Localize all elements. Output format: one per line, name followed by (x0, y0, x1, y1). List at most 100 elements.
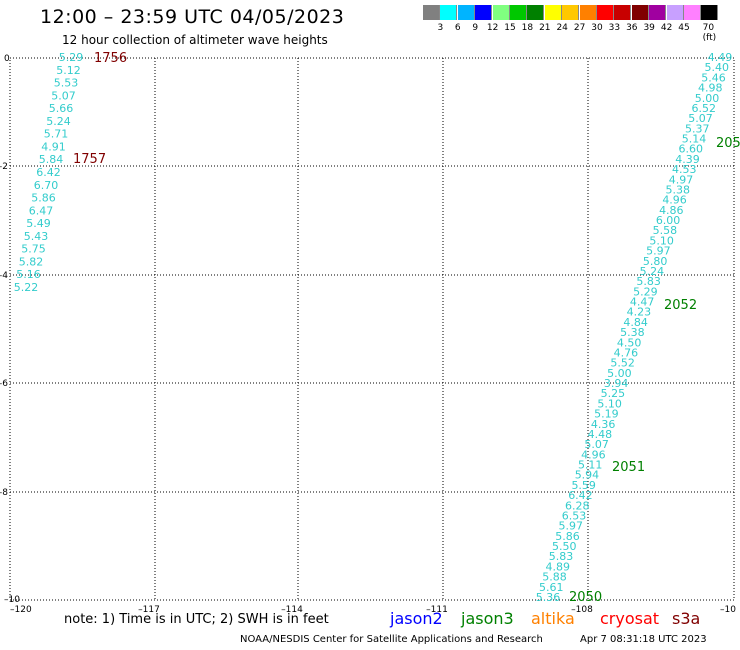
satellite-name: altika (531, 609, 575, 628)
wave-height-value: 5.50 (552, 540, 577, 553)
longitude-tick: –114 (281, 605, 303, 615)
wave-height-value: 4.49 (708, 51, 733, 64)
wave-height-value: 5.29 (633, 285, 658, 298)
footer-note: note: 1) Time is in UTC; 2) SWH is in fe… (64, 612, 329, 627)
pass-time-label: 2050 (569, 590, 602, 605)
legend-swatch (614, 5, 632, 20)
wave-height-value: 5.29 (59, 51, 84, 64)
legend-label: 6 (454, 23, 461, 33)
wave-height-value: 4.47 (630, 296, 655, 309)
wave-height-value: 5.24 (46, 115, 71, 128)
wave-height-value: 5.84 (39, 153, 64, 166)
wave-height-value: 4.48 (588, 428, 613, 441)
wave-height-value: 6.00 (656, 214, 681, 227)
wave-height-value: 4.96 (662, 194, 687, 207)
legend-label: 42 (660, 23, 673, 33)
wave-height-value: 5.53 (54, 77, 79, 90)
wave-height-value: 5.88 (542, 571, 567, 584)
wave-height-value: 5.19 (594, 408, 619, 421)
wave-height-value: 4.50 (617, 336, 642, 349)
wave-height-value: 5.14 (682, 133, 707, 146)
pass-time-label: 1756 (94, 51, 127, 66)
wave-height-value: 5.22 (14, 281, 39, 294)
legend-label: 9 (472, 23, 479, 33)
wave-height-value: 4.86 (659, 204, 684, 217)
legend-label: 45 (678, 23, 690, 33)
legend-swatch (701, 5, 719, 20)
wave-height-value: 5.86 (555, 530, 580, 543)
legend-label: 27 (573, 23, 586, 33)
wave-height-value: 4.97 (669, 173, 694, 186)
wave-height-value: 4.76 (614, 346, 639, 359)
satellite-name: jason3 (461, 609, 514, 628)
wave-height-value: 5.71 (44, 128, 69, 141)
wave-height-value: 4.39 (675, 153, 700, 166)
grid-lines (10, 58, 734, 600)
wave-height-value: 5.97 (646, 245, 671, 258)
pass-time-label: 205 (716, 136, 740, 151)
legend-swatch (666, 5, 684, 20)
longitude-tick: –117 (138, 605, 160, 615)
legend-label: 70 (ft) (702, 23, 717, 43)
legend-swatch (475, 5, 493, 20)
longitude-tick: –108 (571, 605, 593, 615)
right-satellite-track: 4.495.405.464.985.006.525.075.375.146.60… (536, 51, 733, 604)
wave-height-value: 4.96 (581, 448, 606, 461)
wave-height-value: 5.83 (636, 275, 661, 288)
legend-swatch (649, 5, 667, 20)
wave-height-value: 4.53 (672, 163, 697, 176)
wave-height-value: 5.25 (601, 387, 626, 400)
wave-height-value: 5.80 (643, 255, 668, 268)
wave-height-value: 5.66 (49, 102, 74, 115)
satellite-name: s3a (672, 609, 701, 628)
wave-height-value: 5.58 (653, 224, 678, 237)
wave-height-value: 5.10 (649, 234, 674, 247)
wave-height-value: 5.38 (666, 183, 691, 196)
legend-swatch (492, 5, 510, 20)
longitude-tick-labels: –120 –117 –114 –111 –108 –10 (10, 605, 736, 615)
latitude-tick: 0 (4, 54, 10, 64)
wave-height-value: 4.36 (591, 418, 616, 431)
legend-label: 33 (608, 23, 621, 33)
wave-height-value: 6.52 (692, 102, 717, 115)
legend-swatch (597, 5, 614, 20)
legend-label: 21 (539, 23, 551, 33)
wave-height-value: 5.24 (640, 265, 665, 278)
wave-height-value: 5.86 (31, 192, 56, 205)
legend-swatch (440, 5, 458, 20)
wave-height-value: 5.52 (610, 357, 635, 370)
wave-height-value: 5.83 (549, 550, 574, 563)
legend-label: 30 (591, 23, 603, 33)
wave-height-value: 6.42 (36, 166, 61, 179)
legend-label: 12 (486, 23, 499, 33)
wave-height-value: 6.47 (29, 204, 54, 217)
wave-height-value: 5.37 (685, 122, 710, 135)
wave-height-value: 5.38 (620, 326, 645, 339)
latitude-tick: –4 (0, 271, 8, 281)
legend-swatch (579, 5, 597, 20)
longitude-tick: –10 (720, 605, 736, 615)
page-subtitle: 12 hour collection of altimeter wave hei… (62, 33, 328, 47)
wave-height-value: 5.82 (19, 255, 44, 268)
wave-height-value: 5.36 (536, 591, 561, 604)
wave-height-value: 5.59 (571, 479, 596, 492)
wave-height-value: 5.75 (21, 243, 46, 256)
wave-height-value: 5.07 (584, 438, 609, 451)
longitude-tick: –120 (10, 605, 32, 615)
pass-time-label: 1757 (73, 152, 106, 167)
wave-height-value: 5.12 (56, 64, 81, 77)
wave-height-value: 5.43 (24, 230, 49, 243)
wave-height-value: 5.07 (688, 112, 713, 125)
wave-height-value: 4.23 (627, 306, 652, 319)
wave-height-value: 5.40 (705, 61, 730, 74)
wave-height-value: 5.00 (607, 367, 632, 380)
generation-timestamp: Apr 7 08:31:18 UTC 2023 (580, 634, 707, 645)
legend-label: 18 (521, 23, 534, 33)
wave-height-value: 6.60 (679, 143, 704, 156)
legend-label: 36 (626, 23, 638, 33)
pass-time-label: 2052 (664, 298, 697, 313)
wave-height-value: 5.49 (26, 217, 51, 230)
wave-height-value: 5.00 (695, 92, 720, 105)
wave-height-value: 5.97 (558, 520, 583, 533)
legend-label: 15 (504, 23, 516, 33)
